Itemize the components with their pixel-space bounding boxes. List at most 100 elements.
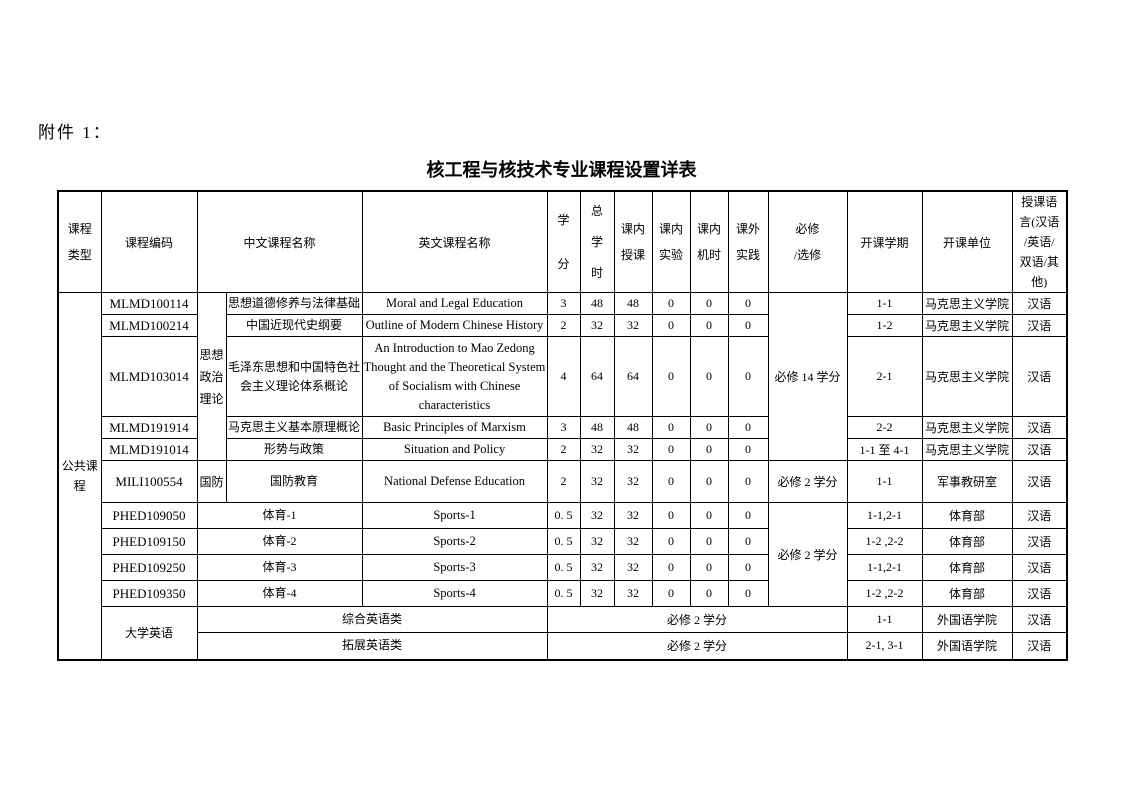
lecture-hours-value: 32 — [613, 528, 653, 555]
course-name-cn: 毛泽东思想和中国特色社会主义理论体系概论 — [225, 336, 363, 417]
credits-value: 0. 5 — [546, 502, 581, 529]
course-name-en: Sports-2 — [361, 528, 548, 555]
semester-value: 2-2 — [846, 416, 923, 439]
language-value: 汉语 — [1011, 554, 1068, 581]
computer-hours-value: 0 — [689, 416, 729, 439]
lecture-hours-value: 32 — [613, 580, 653, 607]
page-title: 核工程与核技术专业课程设置详表 — [426, 160, 697, 180]
lecture-hours-value: 32 — [613, 554, 653, 581]
course-name-cn: 思想道德修养与法律基础 — [225, 292, 363, 315]
credits-value: 2 — [546, 314, 581, 337]
course-name-cn: 中国近现代史纲要 — [225, 314, 363, 337]
computer-hours-value: 0 — [689, 502, 729, 529]
course-code: PHED109350 — [100, 580, 198, 607]
required-label-politics: 必修 14 学分 — [767, 292, 848, 461]
total-hours-value: 32 — [579, 502, 615, 529]
language-value: 汉语 — [1011, 502, 1068, 529]
course-code: PHED109250 — [100, 554, 198, 581]
language-value: 汉语 — [1011, 632, 1068, 660]
course-name-cn: 综合英语类 — [196, 606, 548, 633]
lab-hours-value: 0 — [651, 460, 691, 503]
unit-value: 外国语学院 — [921, 606, 1013, 633]
computer-hours-value: 0 — [689, 438, 729, 461]
language-value: 汉语 — [1011, 314, 1068, 337]
table-row: PHED109150 体育-2 Sports-2 0. 5 32 32 0 0 … — [58, 528, 1068, 555]
course-code: MLMD103014 — [100, 336, 198, 417]
total-hours-value: 32 — [579, 438, 615, 461]
course-code: MILI100554 — [100, 460, 198, 503]
course-name-cn: 国防教育 — [225, 460, 363, 503]
lecture-hours-value: 32 — [613, 438, 653, 461]
computer-hours-value: 0 — [689, 528, 729, 555]
course-name-en: An Introduction to Mao Zedong Thought an… — [361, 336, 548, 417]
table-row: 公共课程 MLMD100114 思想政治理论 思想道德修养与法律基础 Moral… — [57, 292, 1068, 660]
semester-value: 2-1, 3-1 — [846, 632, 923, 660]
unit-value: 体育部 — [921, 528, 1013, 555]
credits-value: 0. 5 — [546, 528, 581, 555]
language-value: 汉语 — [1011, 606, 1068, 633]
header-language: 授课语 言(汉语 /英语/ 双语/其 他) — [1011, 190, 1068, 293]
lecture-hours-value: 32 — [613, 502, 653, 529]
course-code: PHED109150 — [100, 528, 198, 555]
course-name-cn: 拓展英语类 — [196, 632, 548, 660]
required-label-defense: 必修 2 学分 — [767, 460, 848, 503]
computer-hours-value: 0 — [689, 292, 729, 315]
credits-value: 0. 5 — [546, 580, 581, 607]
header-cn-name: 中文课程名称 — [196, 190, 363, 293]
language-value: 汉语 — [1011, 528, 1068, 555]
required-label-sports: 必修 2 学分 — [767, 502, 848, 607]
lab-hours-value: 0 — [651, 416, 691, 439]
language-value: 汉语 — [1011, 580, 1068, 607]
unit-value: 外国语学院 — [921, 632, 1013, 660]
course-code: PHED109050 — [100, 502, 198, 529]
practice-hours-value: 0 — [727, 528, 769, 555]
unit-value: 马克思主义学院 — [921, 416, 1013, 439]
course-type-group: 公共课程 — [57, 292, 102, 660]
attachment-label: 附件 1： — [38, 123, 112, 142]
semester-value: 1-1 — [846, 292, 923, 315]
unit-value: 军事教研室 — [921, 460, 1013, 503]
header-semester: 开课学期 — [846, 190, 923, 293]
table-row: MILI100554 国防 国防教育 National Defense Educ… — [58, 460, 1068, 503]
semester-value: 1-1,2-1 — [846, 554, 923, 581]
language-value: 汉语 — [1011, 336, 1068, 417]
lecture-hours-value: 32 — [613, 460, 653, 503]
table-row: PHED109050 体育-1 Sports-1 0. 5 32 32 0 0 … — [58, 502, 1068, 607]
required-label-english: 必修 2 学分 — [546, 632, 848, 660]
lab-hours-value: 0 — [651, 528, 691, 555]
semester-value: 1-2 — [846, 314, 923, 337]
credits-value: 3 — [546, 292, 581, 315]
practice-hours-value: 0 — [727, 314, 769, 337]
practice-hours-value: 0 — [727, 416, 769, 439]
lab-hours-value: 0 — [651, 580, 691, 607]
language-value: 汉语 — [1011, 416, 1068, 439]
lab-hours-value: 0 — [651, 554, 691, 581]
lab-hours-value: 0 — [651, 438, 691, 461]
header-practice-hours: 课外 实践 — [727, 190, 769, 293]
course-name-en: Moral and Legal Education — [361, 292, 548, 315]
practice-hours-value: 0 — [727, 460, 769, 503]
header-lab-hours: 课内 实验 — [651, 190, 691, 293]
required-label-english: 必修 2 学分 — [546, 606, 848, 633]
table-row: PHED109350 体育-4 Sports-4 0. 5 32 32 0 0 … — [58, 580, 1068, 607]
semester-value: 1-1 至 4-1 — [846, 438, 923, 461]
semester-value: 1-2 ,2-2 — [846, 528, 923, 555]
practice-hours-value: 0 — [727, 554, 769, 581]
header-credits: 学 分 — [546, 190, 581, 293]
lab-hours-value: 0 — [651, 292, 691, 315]
language-value: 汉语 — [1011, 292, 1068, 315]
unit-value: 体育部 — [921, 554, 1013, 581]
course-name-en: Situation and Policy — [361, 438, 548, 461]
course-code: MLMD100214 — [100, 314, 198, 337]
total-hours-value: 32 — [579, 314, 615, 337]
course-name-en: Sports-3 — [361, 554, 548, 581]
total-hours-value: 32 — [579, 528, 615, 555]
lab-hours-value: 0 — [651, 502, 691, 529]
computer-hours-value: 0 — [689, 580, 729, 607]
subcategory-defense: 国防 — [196, 460, 227, 503]
lab-hours-value: 0 — [651, 314, 691, 337]
table-row: 拓展英语类 必修 2 学分 2-1, 3-1 外国语学院 汉语 — [58, 632, 1068, 660]
computer-hours-value: 0 — [689, 314, 729, 337]
language-value: 汉语 — [1011, 460, 1068, 503]
